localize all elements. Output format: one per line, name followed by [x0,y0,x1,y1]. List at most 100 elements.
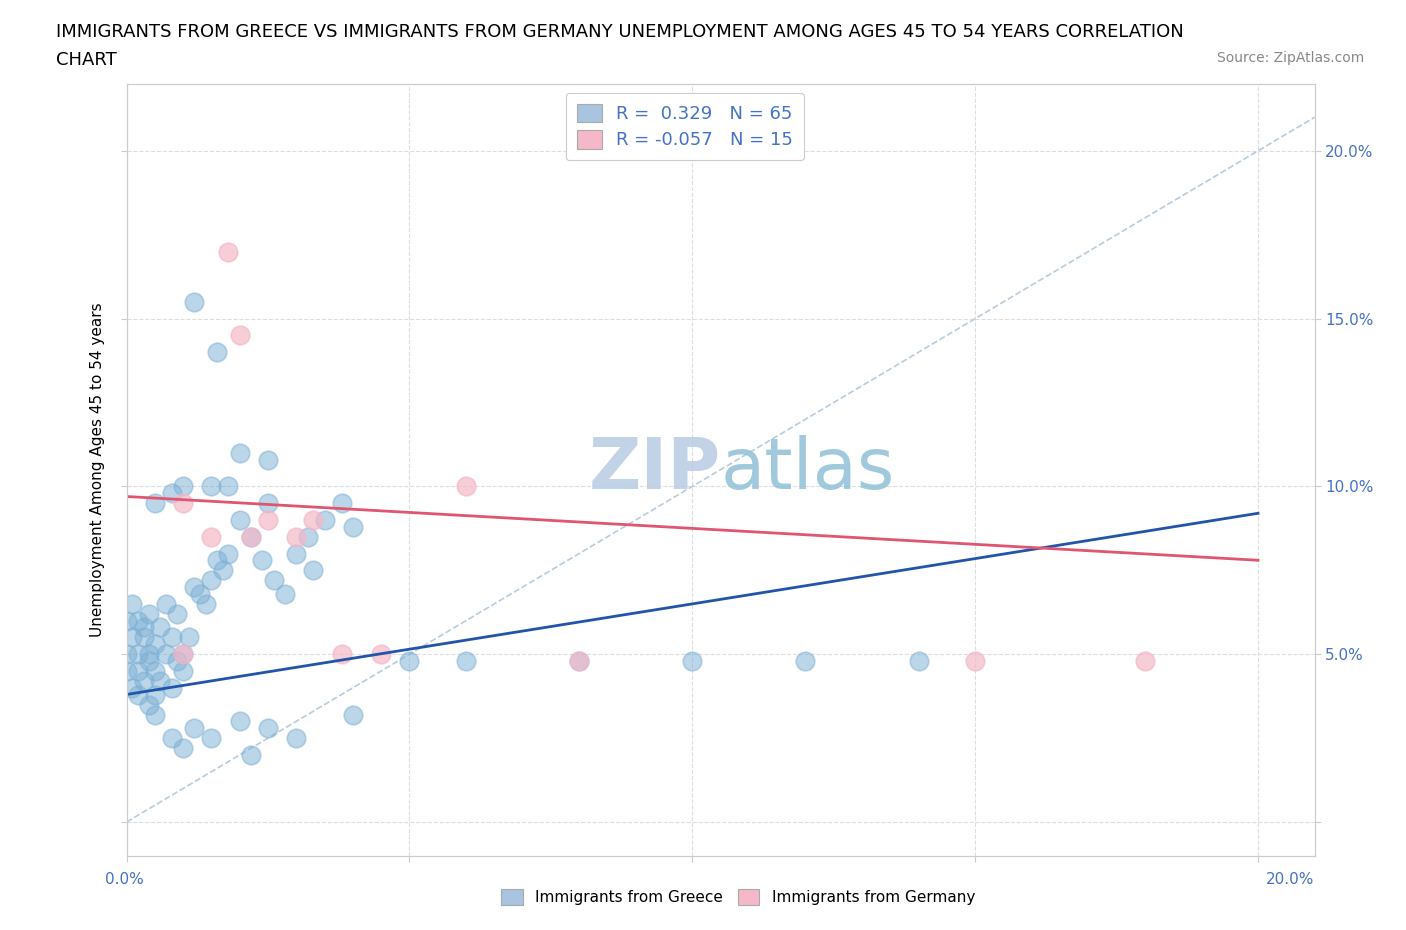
Text: CHART: CHART [56,51,117,69]
Point [228,328,250,343]
Point [252,552,274,567]
Point [132,620,155,635]
Point [257,512,280,527]
Point [138,606,160,621]
Point [183,721,205,736]
Point [342,707,364,722]
Point [166,654,188,669]
Point [138,646,160,661]
Point [155,646,177,661]
Point [205,552,228,567]
Point [398,654,420,669]
Point [302,512,325,527]
Point [143,664,166,679]
Point [454,479,477,494]
Point [143,707,166,722]
Y-axis label: Unemployment Among Ages 45 to 54 years: Unemployment Among Ages 45 to 54 years [90,302,105,637]
Point [330,646,353,661]
Point [217,479,239,494]
Text: ZIP: ZIP [588,435,721,504]
Point [274,587,297,602]
Point [240,748,263,763]
Point [257,721,280,736]
Point [127,613,149,628]
Point [143,496,166,511]
Point [568,654,591,669]
Point [160,630,183,644]
Point [217,546,239,561]
Point [297,529,319,544]
Legend: R =  0.329   N = 65, R = -0.057   N = 15: R = 0.329 N = 65, R = -0.057 N = 15 [565,93,804,160]
Point [149,673,172,688]
Point [132,673,155,688]
Point [115,646,138,661]
Point [314,512,336,527]
Point [138,698,160,712]
Point [160,731,183,746]
Point [172,496,194,511]
Point [127,664,149,679]
Point [127,687,149,702]
Point [115,613,138,628]
Point [194,596,217,611]
Point [568,654,591,669]
Text: 20.0%: 20.0% [1267,871,1315,886]
Point [285,731,308,746]
Point [172,479,194,494]
Point [907,654,929,669]
Point [330,496,353,511]
Point [257,452,280,467]
Point [143,687,166,702]
Point [211,563,233,578]
Point [172,646,194,661]
Point [263,573,285,588]
Point [160,485,183,500]
Point [228,512,250,527]
Point [121,630,143,644]
Point [172,741,194,756]
Point [200,731,222,746]
Point [200,529,222,544]
Text: Source: ZipAtlas.com: Source: ZipAtlas.com [1216,51,1364,65]
Point [240,529,263,544]
Point [177,630,200,644]
Point [342,519,364,534]
Text: IMMIGRANTS FROM GREECE VS IMMIGRANTS FROM GERMANY UNEMPLOYMENT AMONG AGES 45 TO : IMMIGRANTS FROM GREECE VS IMMIGRANTS FRO… [56,23,1184,41]
Point [285,546,308,561]
Point [121,596,143,611]
Point [454,654,477,669]
Point [183,295,205,310]
Point [172,646,194,661]
Point [217,244,239,259]
Point [132,630,155,644]
Point [285,529,308,544]
Point [228,714,250,729]
Point [1133,654,1156,669]
Point [681,654,703,669]
Point [172,664,194,679]
Point [115,664,138,679]
Point [794,654,817,669]
Text: 0.0%: 0.0% [105,871,145,886]
Point [257,496,280,511]
Point [166,606,188,621]
Point [121,681,143,696]
Point [302,563,325,578]
Text: atlas: atlas [721,435,896,504]
Point [965,654,987,669]
Point [240,529,263,544]
Point [143,637,166,652]
Point [127,646,149,661]
Point [138,654,160,669]
Legend: Immigrants from Greece, Immigrants from Germany: Immigrants from Greece, Immigrants from … [495,884,981,911]
Point [149,620,172,635]
Point [183,579,205,594]
Point [200,479,222,494]
Point [160,681,183,696]
Point [228,445,250,460]
Point [188,587,211,602]
Point [205,345,228,360]
Point [200,573,222,588]
Point [370,646,392,661]
Point [155,596,177,611]
